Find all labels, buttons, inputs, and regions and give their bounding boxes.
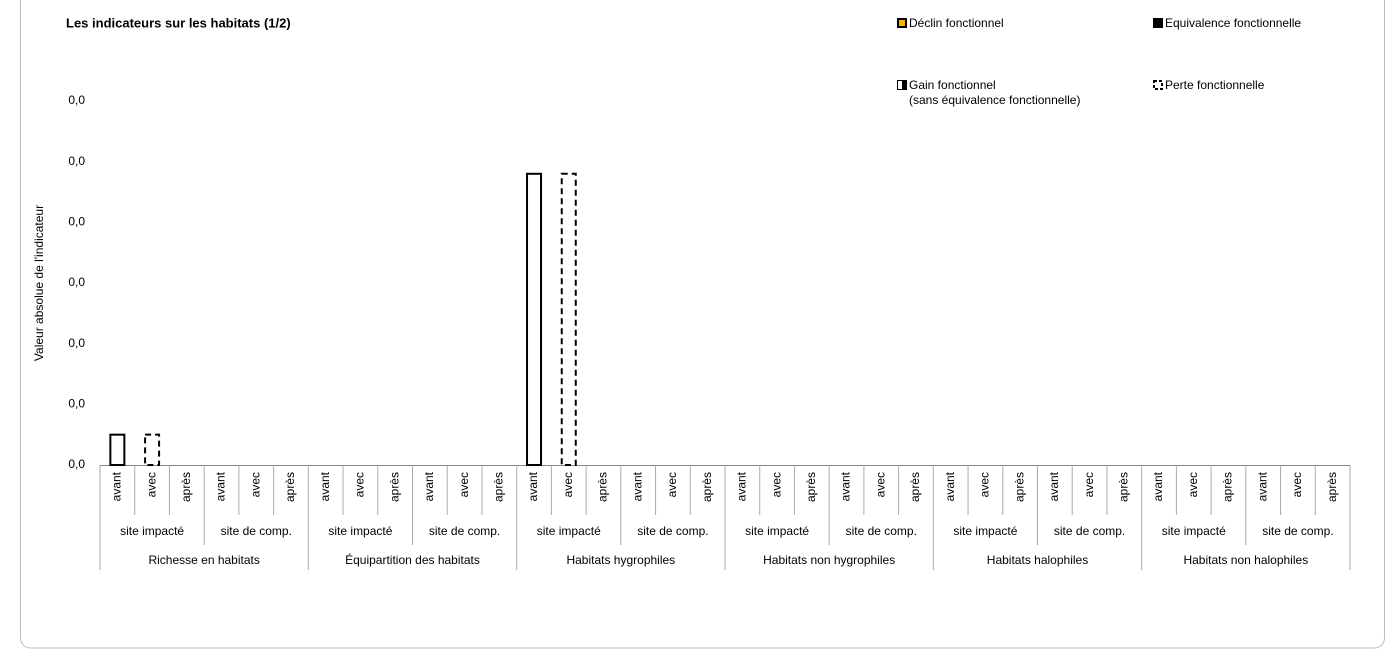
x-tick-label: après (1325, 472, 1339, 502)
legend-swatch (1153, 80, 1163, 90)
x-tick-label: avant (839, 471, 853, 501)
legend-item: Gain fonctionnel (sans équivalence fonct… (897, 78, 1080, 108)
site-label: site impacté (120, 524, 184, 538)
x-tick-label: avant (1047, 471, 1061, 501)
x-tick-label: avant (526, 471, 540, 501)
site-label: site impacté (1162, 524, 1226, 538)
x-tick-label: après (804, 472, 818, 502)
y-tick-label: 0,0 (68, 215, 85, 229)
x-tick-label: après (1221, 472, 1235, 502)
x-tick-label: avant (422, 471, 436, 501)
x-tick-label: après (1116, 472, 1130, 502)
x-tick-label: après (596, 472, 610, 502)
x-tick-label: avec (769, 472, 783, 497)
group-label: Équipartition des habitats (345, 552, 480, 567)
x-tick-label: après (179, 472, 193, 502)
legend-label: Perte fonctionnelle (1165, 78, 1265, 92)
x-tick-label: avec (978, 472, 992, 497)
y-tick-label: 0,0 (68, 275, 85, 289)
frame (20, 0, 1385, 649)
bar (144, 433, 161, 466)
x-tick-label: avec (873, 472, 887, 497)
site-label: site de comp. (846, 524, 917, 538)
x-tick-label: avant (1255, 471, 1269, 501)
y-tick-label: 0,0 (68, 93, 85, 107)
legend-swatch (1153, 18, 1163, 28)
x-tick-label: avec (561, 472, 575, 497)
legend-item: Déclin fonctionnel (897, 16, 1004, 31)
y-axis-title: Valeur absolue de l'indicateur (32, 205, 46, 361)
legend-item: Perte fonctionnelle (1153, 78, 1264, 93)
legend-marker (897, 18, 907, 28)
x-tick-label: après (1012, 472, 1026, 502)
legend-item: Equivalence fonctionnelle (1153, 16, 1301, 31)
x-tick-label: avec (248, 472, 262, 497)
x-tick-label: avec (1290, 472, 1304, 497)
site-label: site impacté (537, 524, 601, 538)
site-label: site de comp. (429, 524, 500, 538)
chart-title: Les indicateurs sur les habitats (1/2) (66, 15, 291, 30)
x-tick-label: avant (110, 471, 124, 501)
x-tick-label: avant (318, 471, 332, 501)
x-tick-label: avec (1082, 472, 1096, 497)
x-tick-label: avant (1151, 471, 1165, 501)
site-label: site de comp. (1054, 524, 1125, 538)
x-tick-label: après (283, 472, 297, 502)
site-label: site de comp. (1262, 524, 1333, 538)
legend-swatch (897, 18, 907, 28)
site-label: site impacté (745, 524, 809, 538)
bar (560, 172, 577, 467)
group-label: Habitats non hygrophiles (763, 553, 895, 567)
x-tick-label: après (387, 472, 401, 502)
x-tick-label: avec (665, 472, 679, 497)
site-label: site impacté (953, 524, 1017, 538)
legend-label: Gain fonctionnel (sans équivalence fonct… (909, 78, 1081, 107)
x-tick-label: après (700, 472, 714, 502)
x-tick-label: avec (1186, 472, 1200, 497)
x-tick-label: après (491, 472, 505, 502)
y-tick-label: 0,0 (68, 336, 85, 350)
group-label: Habitats hygrophiles (566, 553, 675, 567)
group-label: Richesse en habitats (148, 553, 259, 567)
legend-marker (1153, 18, 1163, 28)
x-tick-label: avec (144, 472, 158, 497)
site-label: site de comp. (637, 524, 708, 538)
x-tick-label: avant (214, 471, 228, 501)
y-tick-label: 0,0 (68, 154, 85, 168)
x-tick-label: avant (630, 471, 644, 501)
x-tick-label: avec (457, 472, 471, 497)
x-tick-label: après (908, 472, 922, 502)
x-tick-label: avant (735, 471, 749, 501)
y-tick-label: 0,0 (68, 457, 85, 471)
group-label: Habitats non halophiles (1183, 553, 1308, 567)
site-label: site impacté (328, 524, 392, 538)
legend-label: Equivalence fonctionnelle (1165, 16, 1302, 30)
group-label: Habitats halophiles (987, 553, 1088, 567)
legend-marker (1153, 80, 1163, 90)
x-tick-label: avec (353, 472, 367, 497)
legend-marker (897, 80, 907, 90)
site-label: site de comp. (221, 524, 292, 538)
y-tick-label: 0,0 (68, 397, 85, 411)
bar (109, 433, 126, 466)
legend-label: Déclin fonctionnel (909, 16, 1004, 30)
legend-swatch-half (898, 81, 902, 89)
bar (526, 172, 543, 467)
x-tick-label: avant (943, 471, 957, 501)
